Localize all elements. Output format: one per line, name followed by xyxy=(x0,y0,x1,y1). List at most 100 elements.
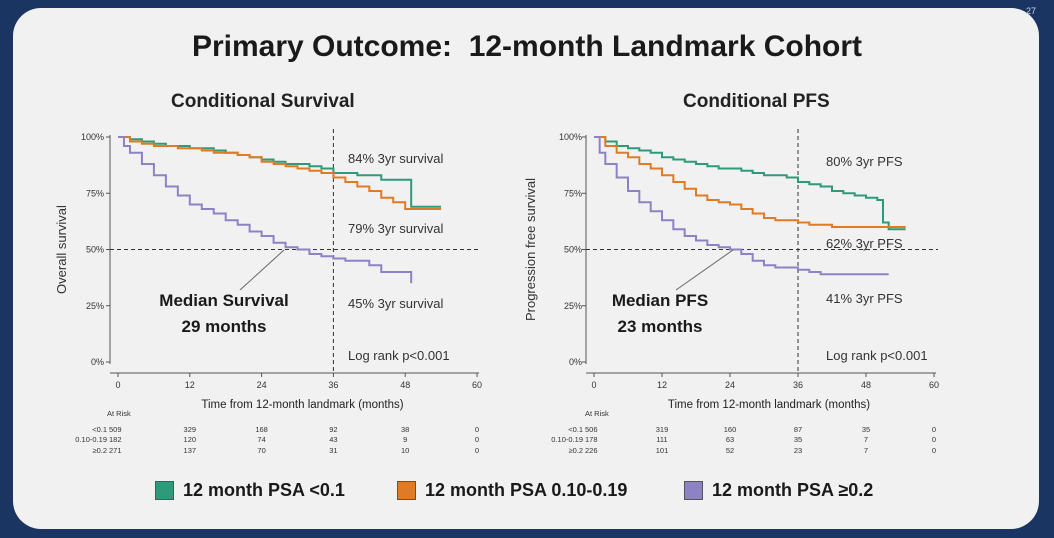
legend-swatch-psa-low xyxy=(155,481,174,500)
os-at-risk-value: 9 xyxy=(403,435,407,444)
os-at-risk-row-label: ≥0.2 xyxy=(92,446,107,455)
legend-swatch-psa-mid xyxy=(397,481,416,500)
pfs-at-risk-value: 160 xyxy=(724,425,737,434)
os-at-risk-value: 509 xyxy=(109,425,122,434)
os-at-risk-row-label: 0.10-0.19 xyxy=(75,435,107,444)
pfs-x-tick-label: 24 xyxy=(725,380,735,390)
os-y-tick-label: 100% xyxy=(81,132,104,142)
os-at-risk-value: 182 xyxy=(109,435,122,444)
os-x-axis-label: Time from 12-month landmark (months) xyxy=(201,399,403,411)
os-at-risk-value: 43 xyxy=(329,435,337,444)
pfs-y-axis-label: Progression free survival xyxy=(523,178,538,321)
os-y-axis-label: Overall survival xyxy=(54,205,69,294)
pfs-annotation: 80% 3yr PFS xyxy=(826,154,903,169)
pfs-x-tick-label: 36 xyxy=(793,380,803,390)
legend-item-psa-high: 12 month PSA ≥0.2 xyxy=(684,480,873,501)
os-at-risk-value: 271 xyxy=(109,446,122,455)
os-at-risk-value: 168 xyxy=(255,425,268,434)
os-y-tick-label: 25% xyxy=(86,301,104,311)
os-median-label: 29 months xyxy=(181,317,266,336)
pfs-at-risk-value: 0 xyxy=(932,446,936,455)
pfs-at-risk-row-label: ≥0.2 xyxy=(568,446,583,455)
os-at-risk-value: 70 xyxy=(257,446,265,455)
pfs-y-tick-label: 100% xyxy=(559,132,582,142)
os-at-risk-value: 0 xyxy=(475,425,479,434)
pfs-median-label: Median PFS xyxy=(612,291,708,310)
slide-number: 27 xyxy=(1025,6,1036,16)
pfs-at-risk-value: 506 xyxy=(585,425,598,434)
os-x-tick-label: 36 xyxy=(328,380,338,390)
os-annotation: 84% 3yr survival xyxy=(348,151,443,166)
pfs-at-risk-value: 87 xyxy=(794,425,802,434)
legend: 12 month PSA <0.1 12 month PSA 0.10-0.19… xyxy=(0,480,1054,508)
os-y-tick-label: 0% xyxy=(91,357,104,367)
pfs-at-risk-value: 226 xyxy=(585,446,598,455)
legend-swatch-psa-high xyxy=(684,481,703,500)
pfs-at-risk-row-label: <0.1 xyxy=(568,425,583,434)
pfs-at-risk-header: At Risk xyxy=(585,409,609,418)
pfs-at-risk-value: 35 xyxy=(862,425,870,434)
pfs-y-tick-label: 25% xyxy=(564,301,582,311)
os-median-pointer xyxy=(239,249,285,291)
os-median-label: Median Survival xyxy=(159,291,288,310)
pfs-x-tick-label: 60 xyxy=(929,380,939,390)
os-at-risk-value: 0 xyxy=(475,446,479,455)
pfs-at-risk-value: 23 xyxy=(794,446,802,455)
pfs-chart-title: Conditional PFS xyxy=(683,91,830,112)
os-annotation: Log rank p<0.001 xyxy=(348,348,450,363)
pfs-series-line-0 xyxy=(594,136,906,231)
pfs-at-risk-value: 7 xyxy=(864,446,868,455)
os-at-risk-value: 10 xyxy=(401,446,409,455)
pfs-x-tick-label: 12 xyxy=(657,380,667,390)
os-annotation: 79% 3yr survival xyxy=(348,221,443,236)
os-at-risk-value: 92 xyxy=(329,425,337,434)
legend-item-psa-mid: 12 month PSA 0.10-0.19 xyxy=(397,480,627,501)
pfs-x-tick-label: 48 xyxy=(861,380,871,390)
pfs-at-risk-value: 0 xyxy=(932,435,936,444)
pfs-at-risk-value: 101 xyxy=(656,446,669,455)
pfs-median-pointer xyxy=(675,249,734,291)
os-at-risk-value: 0 xyxy=(475,435,479,444)
os-x-tick-label: 0 xyxy=(115,380,120,390)
pfs-x-tick-label: 0 xyxy=(591,380,596,390)
os-annotation: 45% 3yr survival xyxy=(348,296,443,311)
legend-item-psa-low: 12 month PSA <0.1 xyxy=(155,480,345,501)
pfs-series-line-1 xyxy=(594,136,906,228)
os-y-tick-label: 75% xyxy=(86,188,104,198)
slide-background xyxy=(13,8,1039,529)
pfs-x-axis-label: Time from 12-month landmark (months) xyxy=(668,399,870,411)
pfs-at-risk-value: 52 xyxy=(726,446,734,455)
os-x-tick-label: 48 xyxy=(400,380,410,390)
pfs-at-risk-value: 7 xyxy=(864,435,868,444)
pfs-at-risk-row-label: 0.10-0.19 xyxy=(551,435,583,444)
os-at-risk-value: 74 xyxy=(257,435,265,444)
pfs-at-risk-value: 111 xyxy=(656,435,667,444)
legend-label-psa-high: 12 month PSA ≥0.2 xyxy=(712,480,874,500)
legend-label-psa-mid: 12 month PSA 0.10-0.19 xyxy=(425,480,628,500)
pfs-median-label: 23 months xyxy=(617,317,702,336)
os-at-risk-value: 329 xyxy=(184,425,197,434)
pfs-annotation: 62% 3yr PFS xyxy=(826,236,903,251)
os-chart-title: Conditional Survival xyxy=(171,91,355,112)
pfs-annotation: 41% 3yr PFS xyxy=(826,291,903,306)
os-at-risk-value: 38 xyxy=(401,425,409,434)
pfs-at-risk-value: 35 xyxy=(794,435,802,444)
slide-title: Primary Outcome: 12-month Landmark Cohor… xyxy=(191,30,863,63)
pfs-series-line-2 xyxy=(594,136,889,276)
pfs-y-tick-label: 50% xyxy=(564,245,582,255)
os-series-line-1 xyxy=(118,136,442,210)
pfs-y-tick-label: 75% xyxy=(564,188,582,198)
pfs-at-risk-value: 319 xyxy=(656,425,669,434)
pfs-annotation: Log rank p<0.001 xyxy=(826,348,928,363)
os-y-tick-label: 50% xyxy=(86,245,104,255)
os-series-line-2 xyxy=(118,136,413,284)
os-x-tick-label: 24 xyxy=(257,380,267,390)
os-x-tick-label: 12 xyxy=(185,380,195,390)
pfs-at-risk-value: 63 xyxy=(726,435,734,444)
os-at-risk-row-label: <0.1 xyxy=(92,425,107,434)
os-at-risk-value: 120 xyxy=(184,435,197,444)
os-at-risk-header: At Risk xyxy=(107,409,131,418)
os-at-risk-value: 31 xyxy=(329,446,337,455)
